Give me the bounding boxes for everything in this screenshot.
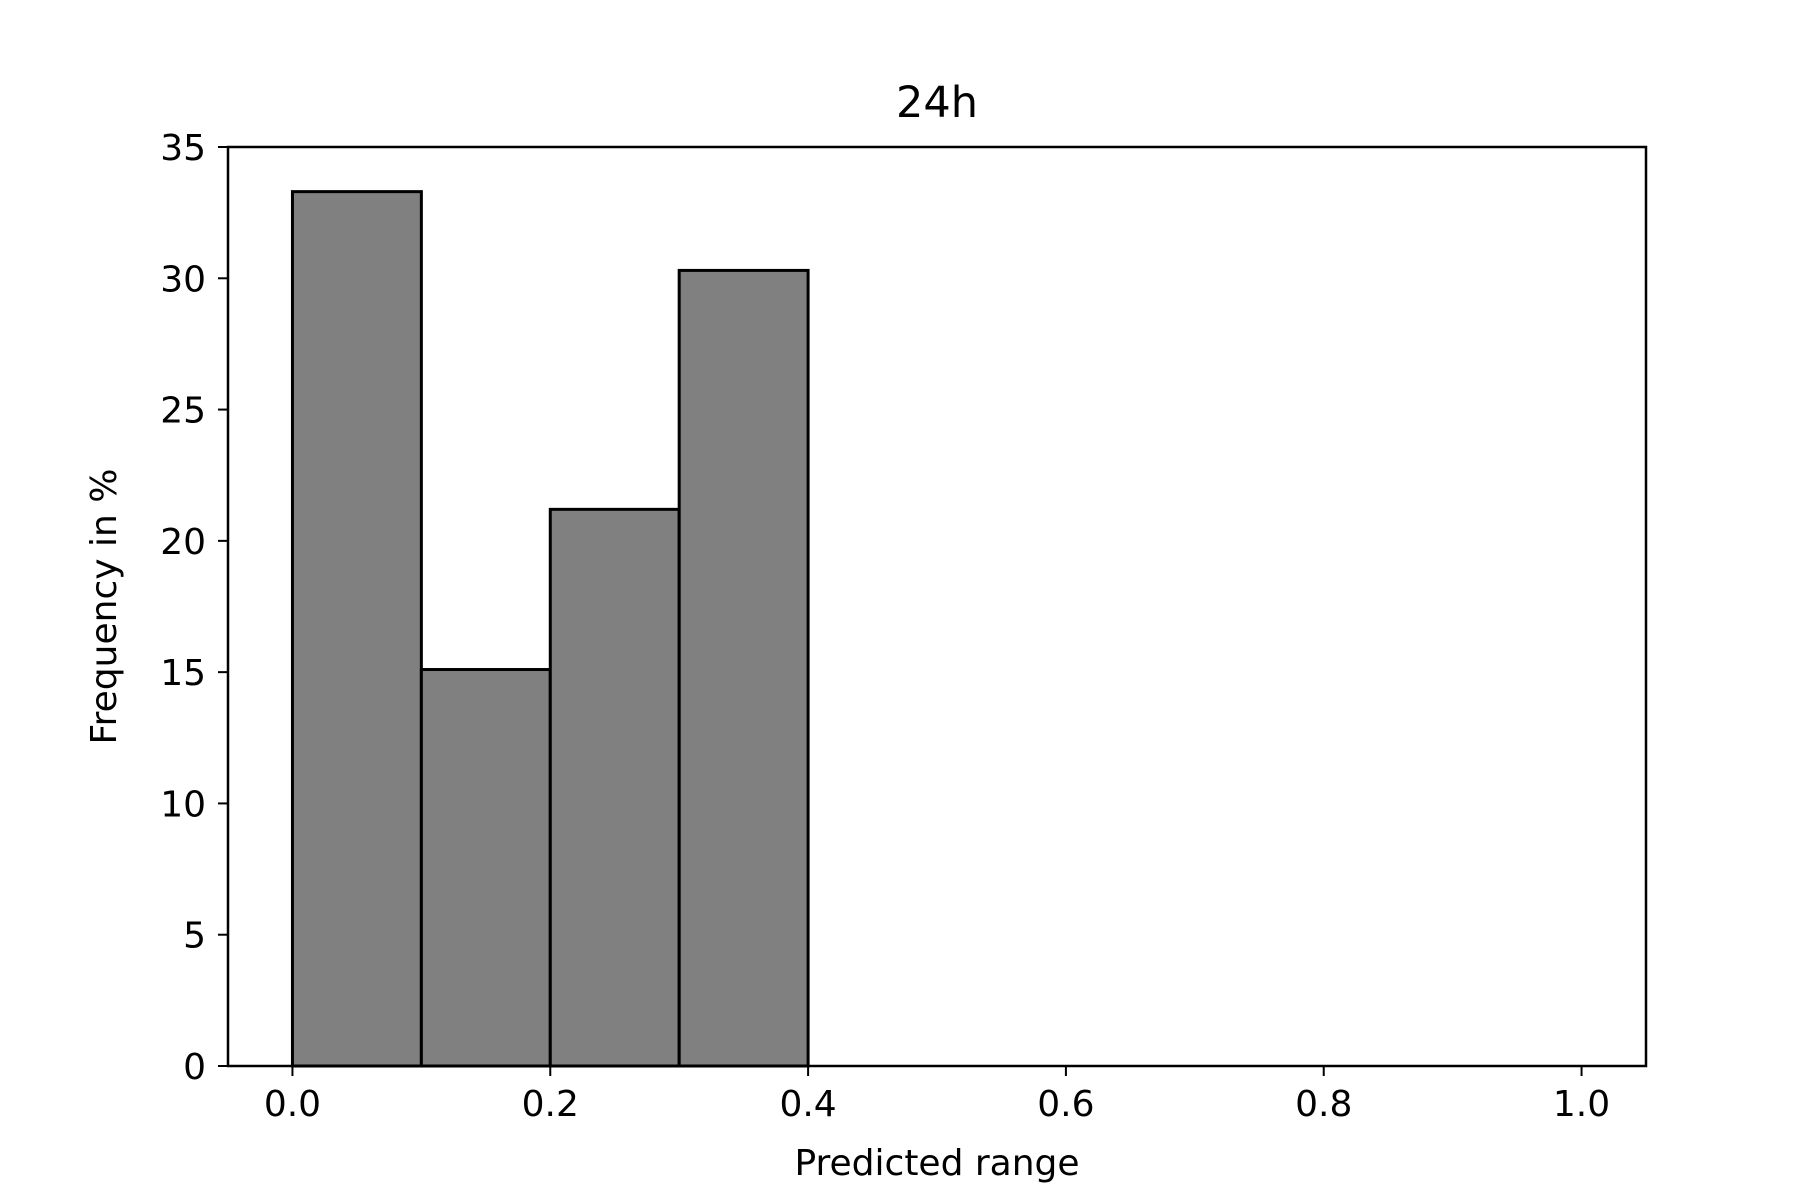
x-tick-label: 1.0 <box>1553 1084 1610 1125</box>
x-tick-label: 0.4 <box>779 1084 836 1125</box>
y-tick-label: 0 <box>183 1047 206 1088</box>
chart-title: 24h <box>896 78 978 128</box>
y-tick-label: 15 <box>160 653 206 694</box>
histogram-bar <box>548 507 681 1068</box>
plot-frame <box>226 145 1648 1068</box>
y-tick-label: 10 <box>160 784 206 825</box>
x-tick-label: 0.2 <box>522 1084 579 1125</box>
y-tick-label: 25 <box>160 391 206 432</box>
histogram-bar <box>419 668 552 1068</box>
y-axis: 0 5 10 15 20 25 30 35 <box>160 128 228 1088</box>
x-tick-label: 0.6 <box>1037 1084 1094 1125</box>
y-tick-label: 5 <box>183 916 206 957</box>
x-axis-label: Predicted range <box>794 1143 1079 1184</box>
histogram-bar <box>677 268 810 1068</box>
y-tick-label: 35 <box>160 128 206 169</box>
x-tick-label: 0.0 <box>264 1084 321 1125</box>
y-axis-label: Frequency in % <box>84 469 125 745</box>
y-tick-label: 30 <box>160 259 206 300</box>
y-tick-label: 20 <box>160 522 206 563</box>
bars-layer <box>290 190 810 1068</box>
x-axis: 0.0 0.2 0.4 0.6 0.8 1.0 <box>264 1066 1610 1125</box>
histogram-bar <box>290 190 423 1068</box>
x-tick-label: 0.8 <box>1295 1084 1352 1125</box>
